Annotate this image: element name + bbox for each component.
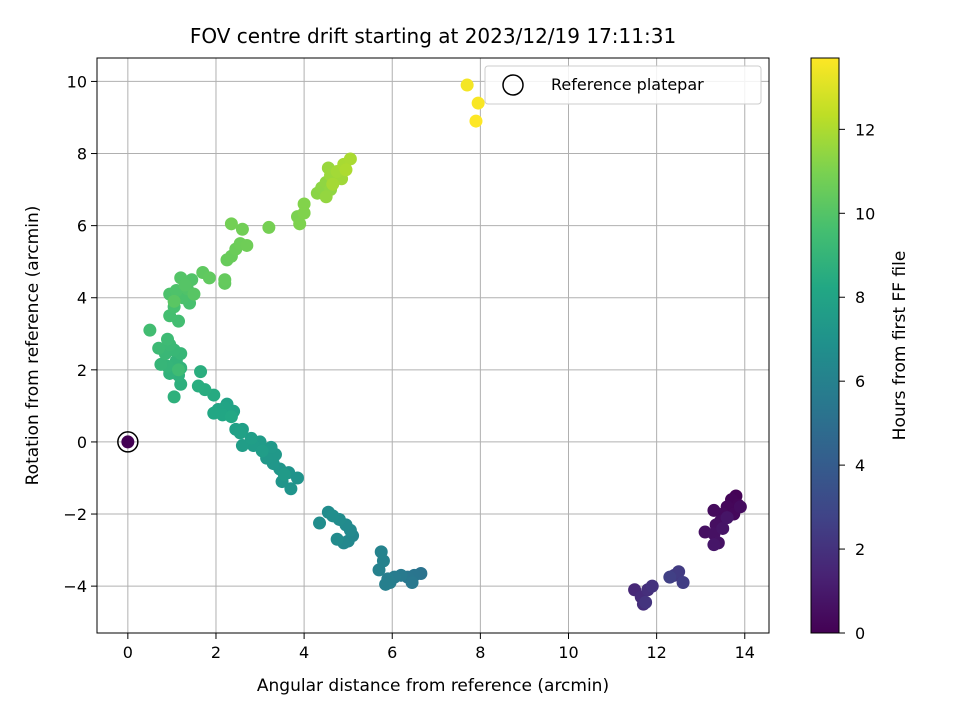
chart-title: FOV centre drift starting at 2023/12/19 … (190, 24, 676, 48)
y-tick-label: 10 (67, 72, 87, 91)
data-point (167, 390, 181, 404)
colorbar-tick-label: 6 (855, 372, 865, 391)
legend-box (484, 65, 762, 105)
data-point (405, 576, 419, 590)
data-point (639, 595, 653, 609)
reference-marker-layer (117, 431, 139, 453)
data-point (716, 521, 730, 535)
data-point (207, 406, 221, 420)
data-point (339, 163, 353, 177)
data-point (244, 431, 258, 445)
data-point (330, 532, 344, 546)
plot-frame (96, 57, 770, 634)
data-point (343, 152, 357, 166)
x-tick-label: 12 (646, 643, 666, 662)
data-point (233, 426, 247, 440)
data-point (720, 511, 734, 525)
colorbar-tick-label: 4 (855, 456, 865, 475)
data-point (167, 294, 181, 308)
colorbar-tick-label: 2 (855, 540, 865, 559)
y-tick-label: −4 (63, 577, 87, 596)
data-point (121, 435, 135, 449)
colorbar-tick-label: 12 (855, 120, 875, 139)
data-point (471, 96, 485, 110)
colorbar-tick-label: 8 (855, 288, 865, 307)
data-point (469, 114, 483, 128)
data-point (379, 577, 393, 591)
data-point (284, 482, 298, 496)
colorbar-label: Hours from first FF file (890, 251, 910, 441)
data-point (374, 545, 388, 559)
data-point (313, 516, 327, 530)
data-point (187, 287, 201, 301)
data-point (297, 206, 311, 220)
data-point (255, 444, 269, 458)
data-point (224, 217, 238, 231)
x-tick-label: 4 (299, 643, 309, 662)
x-tick-label: 2 (211, 643, 221, 662)
data-point (143, 323, 157, 337)
data-point (194, 365, 208, 379)
data-point (262, 220, 276, 234)
data-point (707, 538, 721, 552)
x-tick-label: 6 (387, 643, 397, 662)
scatter-points (121, 78, 747, 611)
y-tick-label: −2 (63, 505, 87, 524)
data-point (733, 500, 747, 514)
data-point (326, 177, 340, 191)
data-point (319, 190, 333, 204)
colorbar-tick-label: 10 (855, 204, 875, 223)
x-tick-label: 10 (558, 643, 578, 662)
x-tick-label: 14 (735, 643, 755, 662)
data-point (707, 503, 721, 517)
legend-marker (502, 74, 524, 96)
y-tick-label: 8 (77, 145, 87, 164)
colorbar-gradient (810, 57, 840, 634)
data-point (154, 357, 168, 371)
data-point (224, 410, 238, 424)
data-point (460, 78, 474, 92)
data-point (235, 439, 249, 453)
data-point (172, 363, 186, 377)
grid (97, 58, 769, 633)
data-point (663, 570, 677, 584)
colorbar: 0 2 4 6 8 10 12 Hours from first FF file (810, 57, 910, 643)
data-point (152, 341, 166, 355)
data-point (326, 509, 340, 523)
y-tick-label: 2 (77, 361, 87, 380)
data-point (178, 278, 192, 292)
x-tick-label: 0 (123, 643, 133, 662)
x-tick-label: 8 (475, 643, 485, 662)
data-point (202, 271, 216, 285)
data-point (297, 197, 311, 211)
data-point (277, 467, 291, 481)
data-point (218, 273, 232, 287)
legend-label: Reference platepar (551, 75, 704, 94)
data-point (235, 222, 249, 236)
x-axis-label: Angular distance from reference (arcmin) (257, 676, 609, 696)
data-point (161, 332, 175, 346)
data-point (645, 579, 659, 593)
y-tick-label: 6 (77, 217, 87, 236)
y-tick-label: 0 (77, 433, 87, 452)
y-tick-label: 4 (77, 289, 87, 308)
axis-ticks: 0 2 4 6 8 10 12 14 −4 −2 0 2 4 6 8 10 (63, 72, 755, 662)
colorbar-ticks: 0 2 4 6 8 10 12 (839, 120, 875, 643)
reference-marker (117, 431, 139, 453)
data-point (191, 379, 205, 393)
data-point (240, 238, 254, 252)
data-point (676, 576, 690, 590)
data-point (293, 217, 307, 231)
legend: Reference platepar (484, 65, 762, 105)
y-axis-label: Rotation from reference (arcmin) (23, 206, 43, 486)
colorbar-tick-label: 0 (855, 624, 865, 643)
